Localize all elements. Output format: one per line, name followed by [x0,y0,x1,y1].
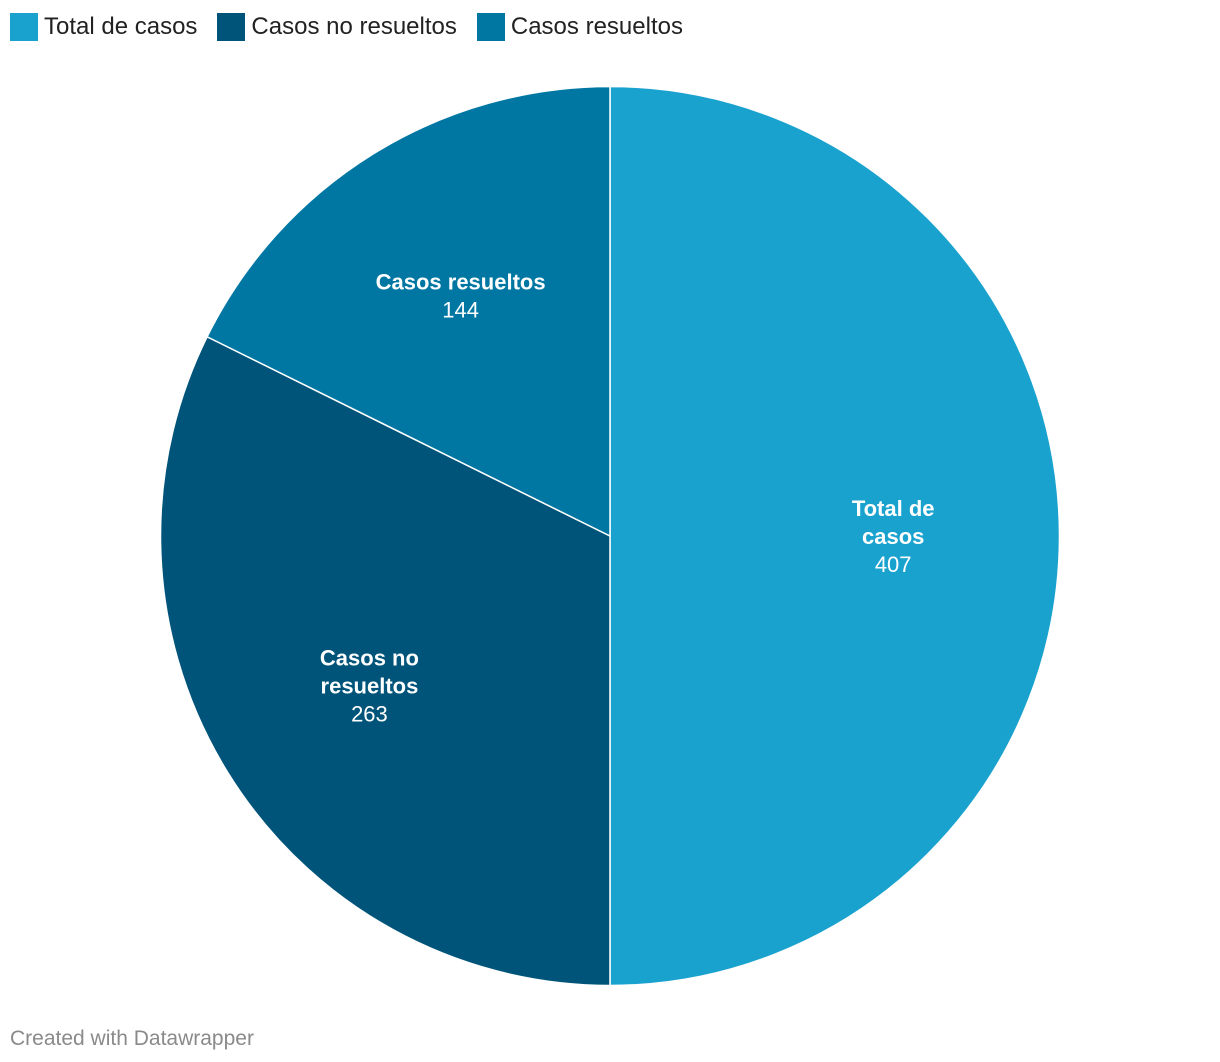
slice-label-name: Casos resueltos [376,269,546,294]
legend-label: Casos resueltos [510,13,683,40]
pie-slice-casos-resueltos [206,85,611,537]
slice-label-total-de-casos: Total de casos 407 [852,496,935,577]
slice-label-casos-no-resueltos: Casos no resueltos 263 [320,645,419,726]
legend-swatch [217,13,246,41]
slice-label-name: Casos no [320,645,419,670]
chart-credit: Created with Datawrapper [10,1027,254,1050]
legend-swatch [10,13,38,41]
pie-slice-casos-no-resueltos [159,335,611,987]
slice-label-name: resueltos [321,673,419,698]
slice-label-name: Total de [852,496,935,521]
legend-label: Casos no resueltos [251,13,457,40]
pie-slice-total-de-casos [609,85,1061,987]
chart-legend: Total de casos Casos no resueltos Casos … [10,12,703,42]
legend-swatch [476,13,505,41]
slice-label-value: 263 [351,701,388,726]
legend-item-casos-no-resueltos: Casos no resueltos [217,12,457,42]
legend-item-casos-resueltos: Casos resueltos [476,12,683,42]
legend-label: Total de casos [44,13,198,40]
legend-item-total-de-casos: Total de casos [10,12,197,42]
slice-label-value: 407 [875,552,912,577]
slice-label-value: 144 [442,297,479,322]
slice-label-casos-resueltos: Casos resueltos 144 [376,269,546,322]
slice-label-name: casos [862,524,924,549]
